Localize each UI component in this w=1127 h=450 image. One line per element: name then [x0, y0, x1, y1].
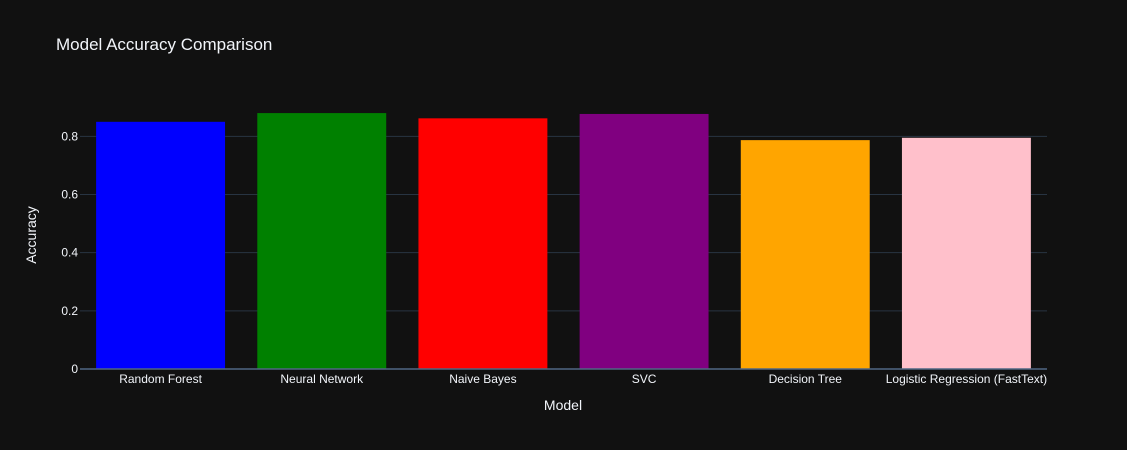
- y-axis-title: Accuracy: [23, 206, 39, 264]
- bar: [740, 140, 870, 369]
- y-tick-label: 0.4: [61, 246, 78, 260]
- bar: [579, 113, 709, 369]
- x-tick-label: Naive Bayes: [449, 372, 516, 386]
- y-tick-label: 0.6: [61, 188, 78, 202]
- bar: [901, 137, 1031, 369]
- y-tick-labels: 0 0.2 0.4 0.6 0.8: [61, 129, 78, 376]
- bar: [96, 121, 226, 369]
- x-tick-label: SVC: [632, 372, 657, 386]
- x-axis-title: Model: [544, 397, 582, 413]
- bars: [96, 113, 1031, 370]
- y-tick-label: 0: [71, 362, 78, 376]
- y-tick-label: 0.2: [61, 304, 78, 318]
- grid-lines: [80, 135, 1047, 312]
- chart-title: Model Accuracy Comparison: [56, 35, 272, 54]
- x-tick-label: Logistic Regression (FastText): [886, 372, 1047, 386]
- x-tick-label: Neural Network: [280, 372, 364, 386]
- x-tick-label: Decision Tree: [769, 372, 843, 386]
- bar: [418, 118, 548, 370]
- x-tick-labels: Random Forest Neural Network Naive Bayes SV…: [119, 372, 1047, 386]
- y-tick-label: 0.8: [61, 129, 78, 143]
- x-tick-label: Random Forest: [119, 372, 202, 386]
- bar: [257, 113, 387, 369]
